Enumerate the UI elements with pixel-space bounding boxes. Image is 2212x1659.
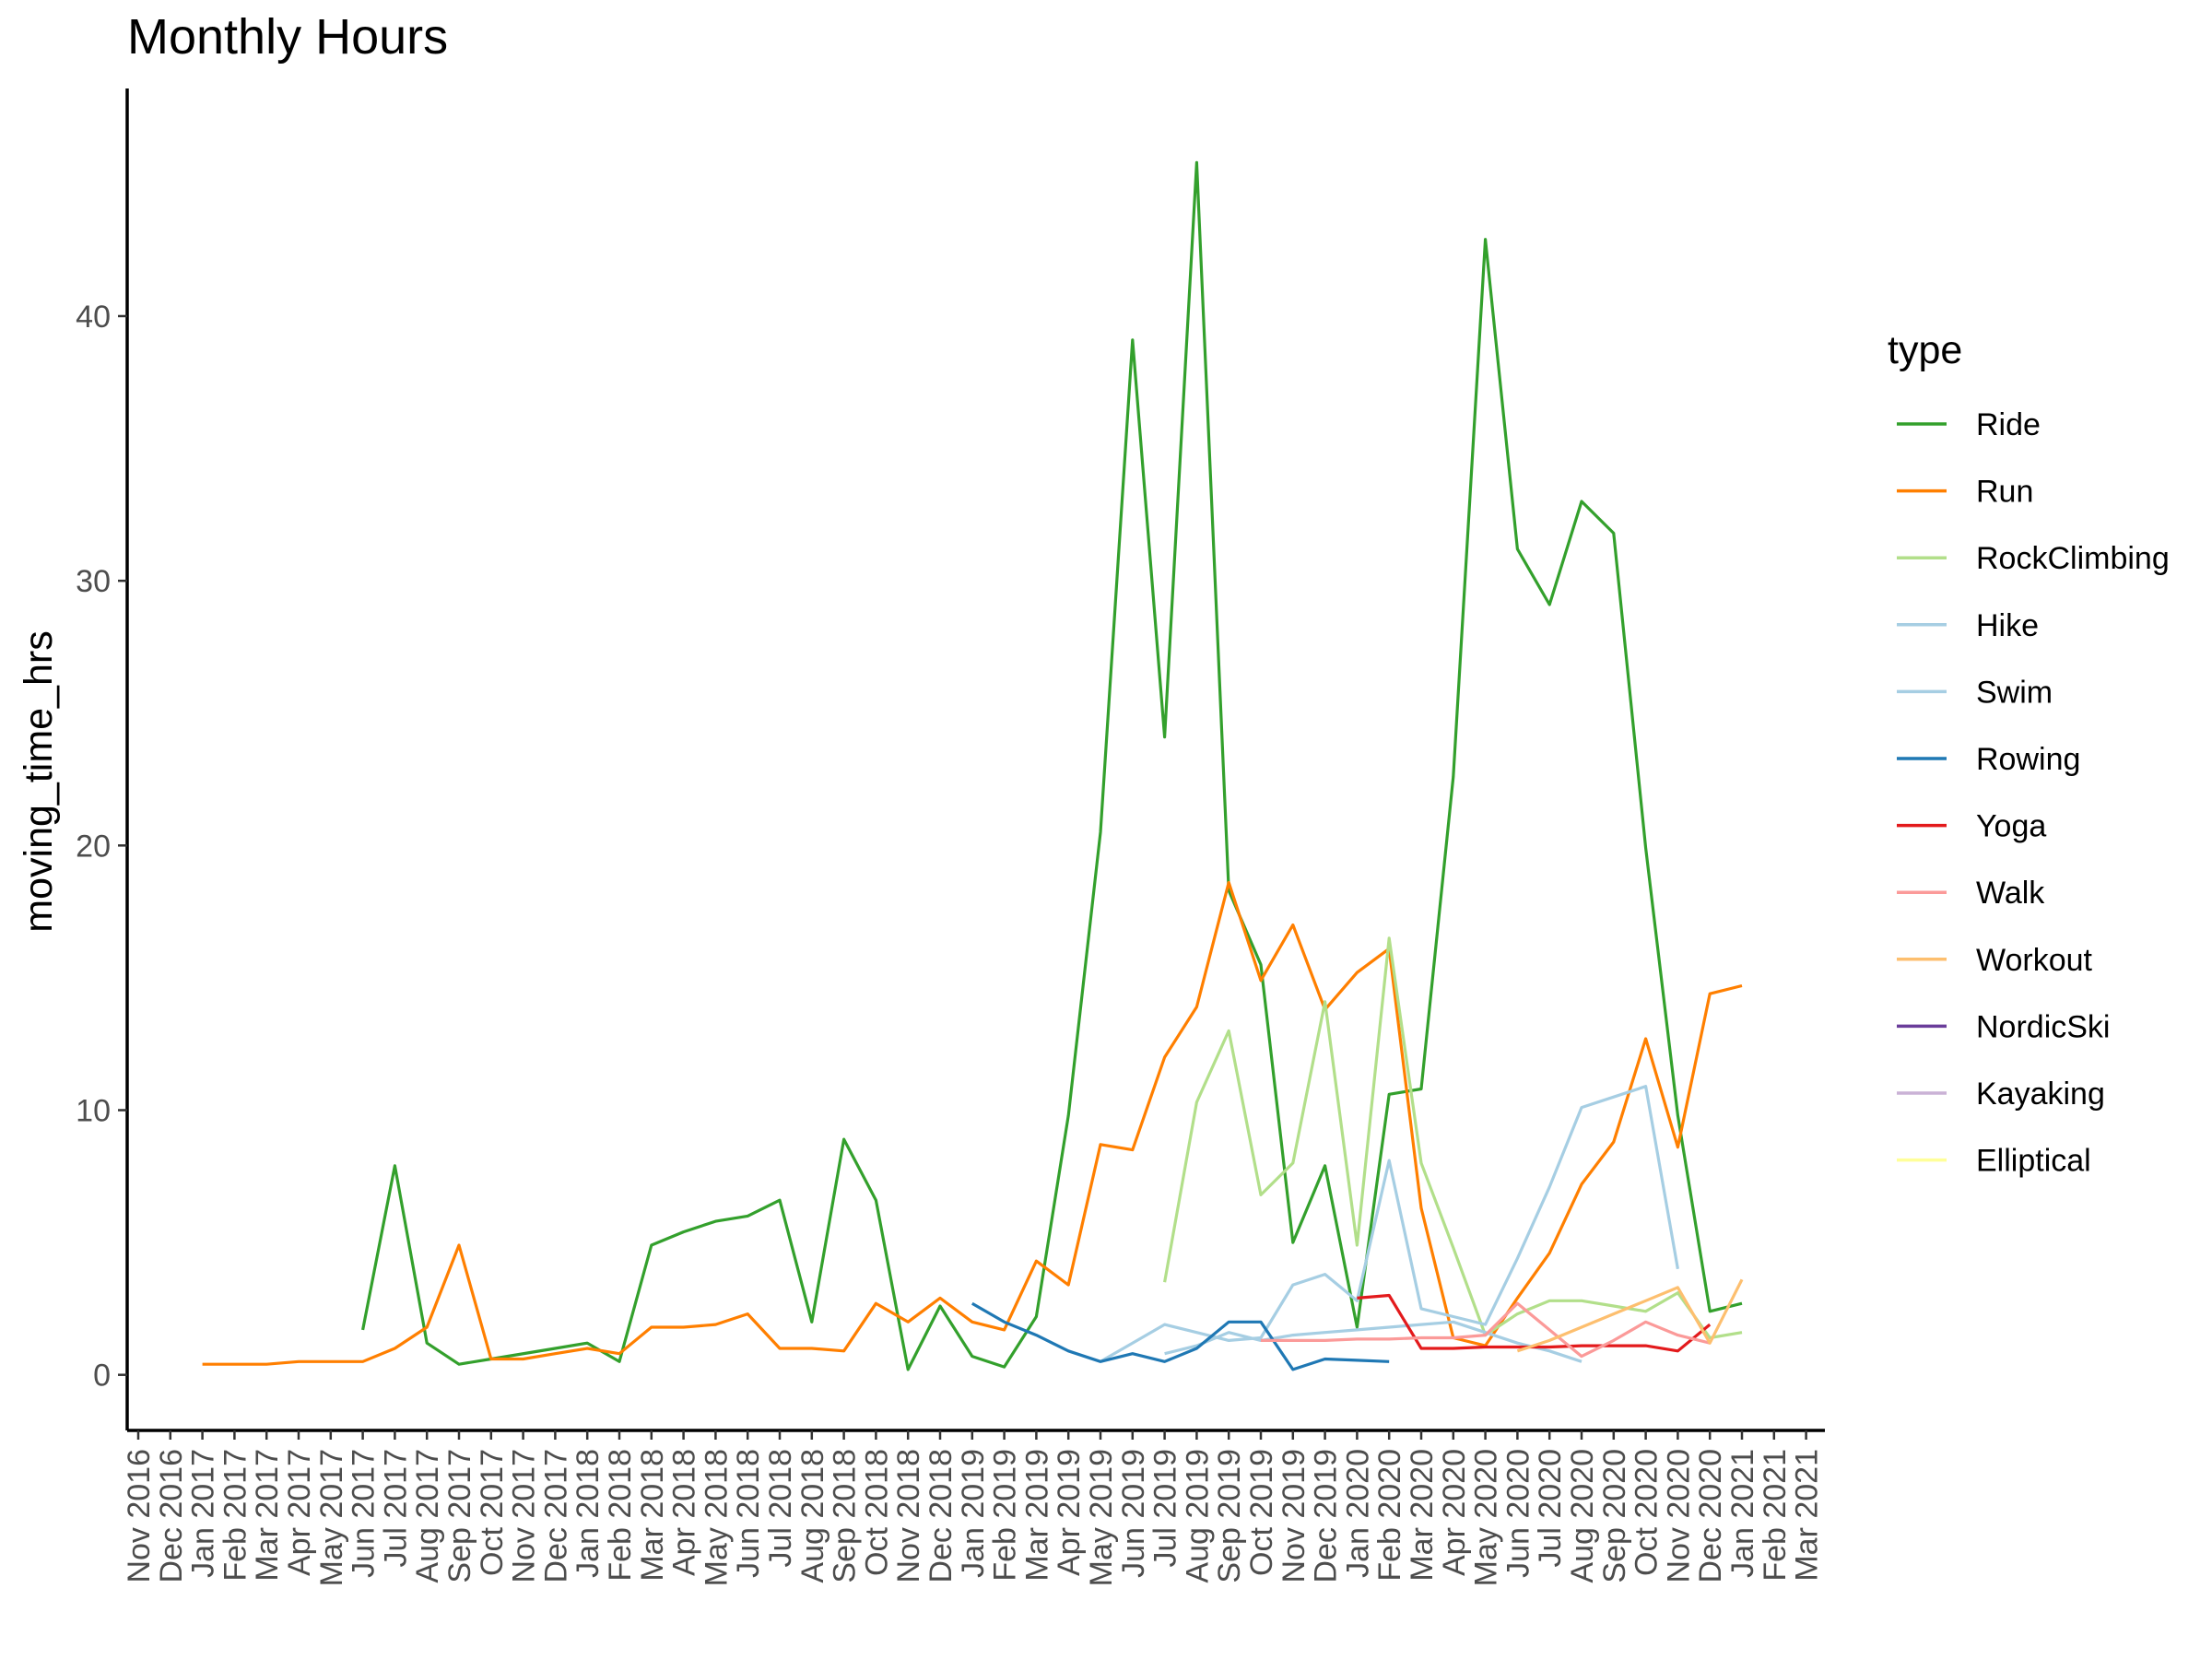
x-tick-label: Apr 2020 (1437, 1449, 1472, 1576)
legend-label: RockClimbing (1976, 541, 2170, 576)
legend-label: Elliptical (1976, 1144, 2091, 1179)
legend-item-rowing: Rowing (1897, 742, 2080, 777)
x-tick-label: Feb 2021 (1758, 1449, 1793, 1582)
x-tick-label: Jun 2019 (1116, 1449, 1151, 1578)
legend-label: Run (1976, 475, 2033, 510)
x-tick-label: Aug 2018 (795, 1449, 830, 1583)
legend-item-rockclimbing: RockClimbing (1897, 541, 2170, 576)
x-tick-label: Nov 2020 (1661, 1449, 1696, 1583)
x-tick-label: Jul 2018 (763, 1449, 798, 1568)
legend: type Ride Run RockClimbing Hike Swim Rowing Yo… (1888, 328, 2170, 1179)
legend-item-walk: Walk (1897, 876, 2045, 911)
x-tick-label: May 2018 (699, 1449, 734, 1586)
y-tick-label: 10 (76, 1094, 111, 1129)
x-tick-label: Nov 2018 (891, 1449, 926, 1583)
legend-label: Workout (1976, 943, 2093, 978)
legend-label: Rowing (1976, 742, 2080, 777)
x-tick-label: May 2017 (314, 1449, 349, 1586)
x-tick-label: Oct 2017 (475, 1449, 510, 1576)
y-tick-label: 30 (76, 564, 111, 599)
x-tick-label: Feb 2019 (988, 1449, 1023, 1582)
x-tick-label: Sep 2017 (442, 1449, 477, 1583)
legend-item-run: Run (1897, 475, 2033, 510)
x-tick-label: Jun 2020 (1500, 1449, 1535, 1578)
chart-title: Monthly Hours (127, 9, 448, 65)
legend-label: NordicSki (1976, 1009, 2110, 1044)
series-line-ride (361, 160, 1743, 1371)
series-line-rowing (971, 1301, 1390, 1371)
x-tick-label: Jan 2020 (1340, 1449, 1375, 1578)
legend-label: Hike (1976, 608, 2039, 643)
x-tick-label: Mar 2021 (1790, 1449, 1825, 1582)
legend-label: Swim (1976, 675, 2053, 710)
x-tick-label: Sep 2020 (1597, 1449, 1632, 1583)
x-tick-label: Aug 2017 (410, 1449, 445, 1583)
legend-title: type (1888, 328, 1962, 372)
x-tick-label: Apr 2017 (282, 1449, 317, 1576)
x-tick-label: Oct 2018 (859, 1449, 894, 1576)
x-tick-label: Feb 2018 (603, 1449, 638, 1582)
x-tick-label: Oct 2019 (1244, 1449, 1279, 1576)
axes (125, 88, 1825, 1432)
series-line-hike (1100, 1085, 1679, 1363)
x-tick-label: Jun 2018 (731, 1449, 766, 1578)
legend-item-nordicski: NordicSki (1897, 1009, 2110, 1044)
x-tick-label: Jan 2021 (1725, 1449, 1760, 1578)
x-tick-label: Nov 2016 (122, 1449, 157, 1583)
x-tick-label: Sep 2018 (828, 1449, 863, 1583)
y-tick-label: 0 (93, 1359, 111, 1394)
x-tick-label: Mar 2018 (635, 1449, 670, 1582)
x-tick-label: Dec 2018 (924, 1449, 959, 1583)
x-tick-label: Feb 2017 (218, 1449, 253, 1582)
x-tick-label: Dec 2017 (538, 1449, 573, 1583)
y-tick-label: 40 (76, 300, 111, 335)
legend-item-elliptical: Elliptical (1897, 1144, 2091, 1179)
legend-label: Kayaking (1976, 1077, 2105, 1112)
x-tick-label: Oct 2020 (1630, 1449, 1665, 1576)
x-tick-label: Jan 2019 (956, 1449, 991, 1578)
x-tick-label: Jan 2017 (186, 1449, 221, 1578)
legend-item-ride: Ride (1897, 407, 2041, 442)
series-line-workout (1516, 1278, 1744, 1353)
legend-item-swim: Swim (1897, 675, 2053, 710)
series-line-run (202, 880, 1743, 1366)
series-line-walk (1261, 1301, 1711, 1359)
x-tick-label: Mar 2017 (250, 1449, 285, 1582)
legend-label: Yoga (1976, 809, 2046, 844)
legend-label: Walk (1976, 876, 2045, 911)
x-tick-label: Feb 2020 (1372, 1449, 1407, 1582)
x-tick-label: Nov 2019 (1277, 1449, 1312, 1583)
x-tick-label: Jul 2020 (1533, 1449, 1568, 1568)
x-tick-label: Jan 2018 (571, 1449, 606, 1578)
y-axis-ticks: 0 10 20 30 40 (76, 300, 127, 1394)
x-tick-label: Aug 2020 (1565, 1449, 1600, 1583)
series-line-swim (1164, 1320, 1583, 1363)
x-tick-label: Mar 2020 (1405, 1449, 1440, 1582)
x-tick-label: Dec 2019 (1309, 1449, 1344, 1583)
x-tick-label: Mar 2019 (1019, 1449, 1054, 1582)
y-tick-label: 20 (76, 829, 111, 864)
legend-item-yoga: Yoga (1897, 809, 2046, 844)
series-lines (202, 160, 1744, 1371)
series-line-rockclimbing (1163, 936, 1743, 1340)
legend-item-kayaking: Kayaking (1897, 1077, 2105, 1112)
x-tick-label: Apr 2018 (667, 1449, 702, 1576)
legend-label: Ride (1976, 407, 2041, 442)
x-tick-label: Dec 2016 (154, 1449, 189, 1583)
x-tick-label: Sep 2019 (1212, 1449, 1247, 1583)
x-tick-label: Jul 2017 (378, 1449, 413, 1568)
legend-item-workout: Workout (1897, 943, 2093, 978)
x-tick-label: Aug 2019 (1180, 1449, 1215, 1583)
x-tick-label: Jun 2017 (347, 1449, 382, 1578)
x-tick-label: Nov 2017 (507, 1449, 542, 1583)
x-tick-label: Dec 2020 (1693, 1449, 1728, 1583)
y-axis-title: moving_time_hrs (17, 630, 61, 932)
legend-item-hike: Hike (1897, 608, 2039, 643)
x-tick-label: Apr 2019 (1052, 1449, 1087, 1576)
x-tick-label: Jul 2019 (1148, 1449, 1183, 1568)
x-tick-label: May 2019 (1084, 1449, 1119, 1586)
x-tick-label: May 2020 (1469, 1449, 1504, 1586)
